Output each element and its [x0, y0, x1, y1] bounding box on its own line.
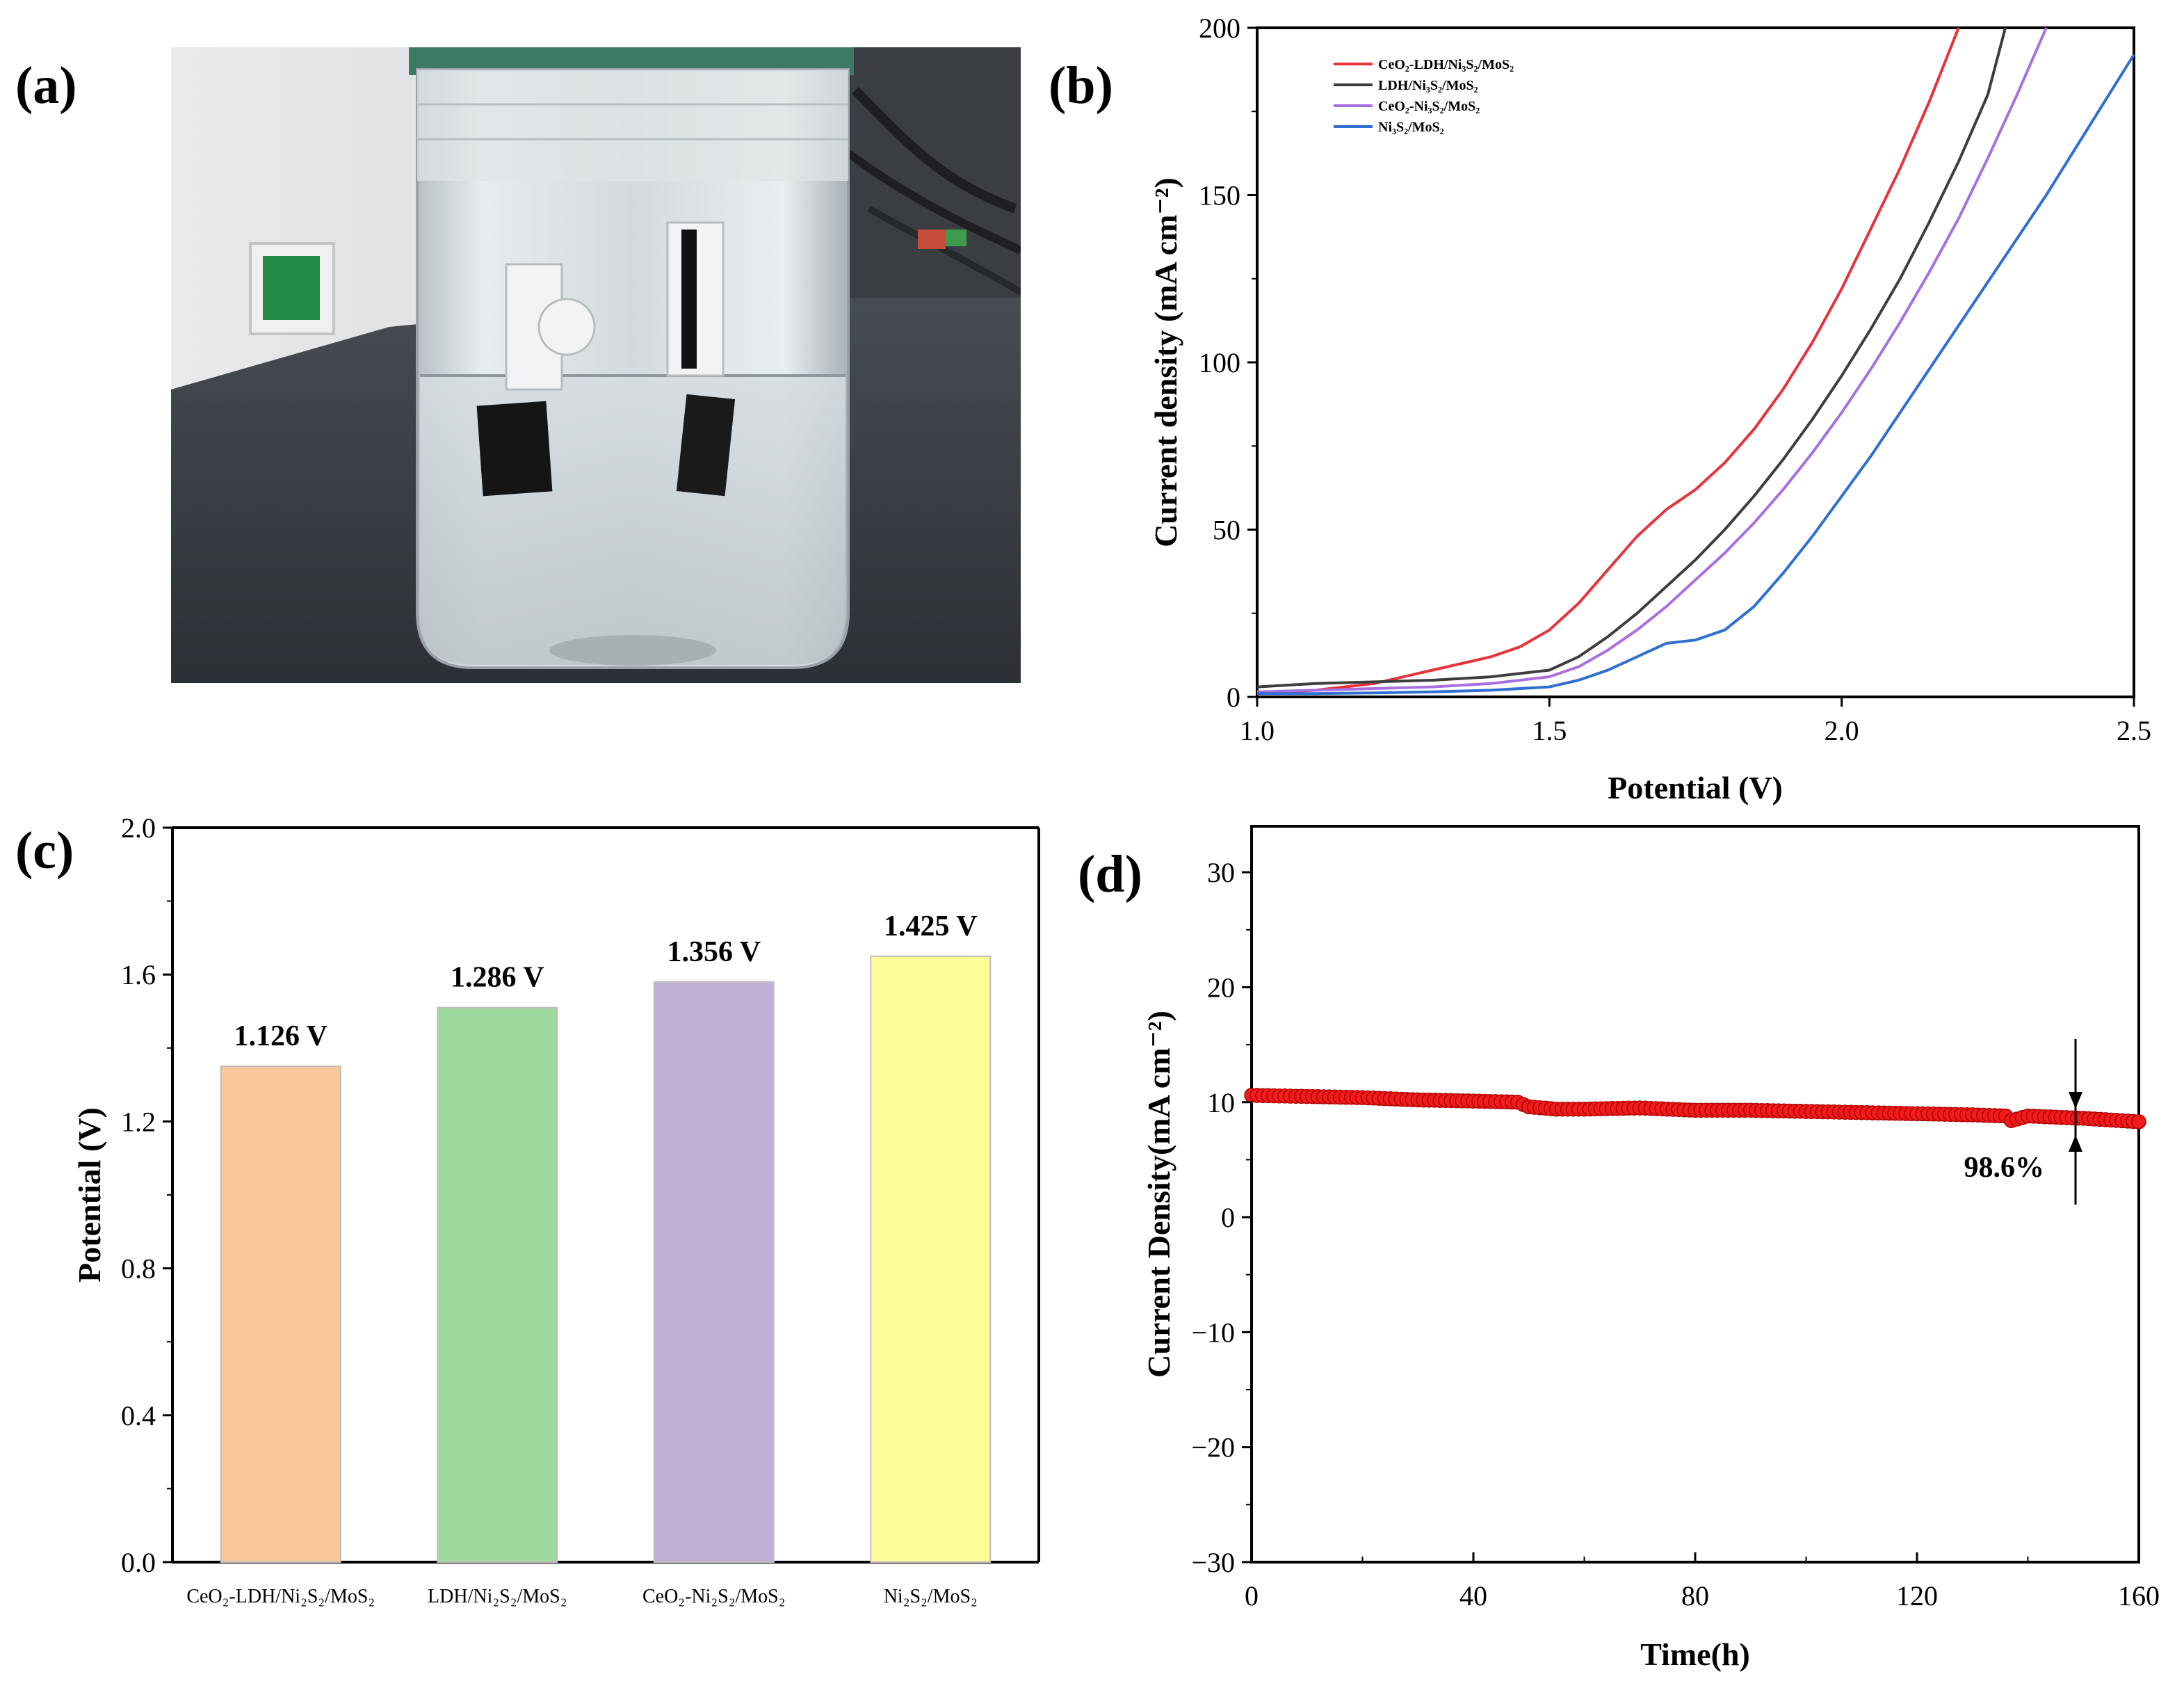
annotation-arrow-down-icon — [2069, 1092, 2082, 1109]
chart-d-ticks: 0 40 80 120 160 −30 −20 −10 0 10 20 30 — [1191, 857, 2160, 1611]
chart-d-ylabel: Current Density(mA cm⁻²) — [1141, 1011, 1176, 1378]
y-tick-label: −20 — [1191, 1432, 1235, 1463]
series-line-1 — [1256, 27, 2007, 689]
y-tick-label: 100 — [1199, 347, 1240, 378]
category-label-3: Ni₂S₂/MoS₂ — [884, 1586, 978, 1607]
panel-label-d: (d) — [1078, 845, 1142, 903]
bar-1 — [437, 1006, 558, 1563]
x-tick-label: 40 — [1459, 1580, 1487, 1611]
bar-data-label-0: 1.126 V — [234, 1020, 327, 1052]
chart-d-annotation: 98.6% — [1964, 1039, 2082, 1205]
legend-label-1: LDH/Ni₃S₂/MoS₂ — [1378, 78, 1478, 93]
y-tick-label: 0.4 — [121, 1400, 156, 1431]
legend-label-2: CeO₂-Ni₃S₂/MoS₂ — [1378, 99, 1480, 114]
chart-b-ticks: 1.0 1.5 2.0 2.5 0 50 100 150 200 — [1199, 13, 2151, 746]
y-tick-label: 0.8 — [121, 1253, 156, 1285]
bar-data-label-2: 1.356 V — [667, 936, 761, 968]
data-point — [2131, 1114, 2146, 1130]
y-tick-label: 2.0 — [121, 812, 156, 844]
y-tick-label: 1.2 — [121, 1106, 156, 1137]
legend-label-0: CeO₂-LDH/Ni₃S₂/MoS₂ — [1378, 57, 1514, 72]
chart-b: 1.0 1.5 2.0 2.5 0 50 100 150 200 CeO₂-LDH/Ni₃S₂/… — [1148, 13, 2151, 805]
y-tick-label: −10 — [1191, 1317, 1235, 1348]
chart-c-ylabel: Potential (V) — [72, 1107, 107, 1283]
chart-d: 0 40 80 120 160 −30 −20 −10 0 10 20 30 98.6% Time(h… — [1141, 825, 2160, 1672]
panel-label-b: (b) — [1049, 56, 1113, 115]
chart-b-legend: CeO₂-LDH/Ni₃S₂/MoS₂ LDH/Ni₃S₂/MoS₂ CeO₂-Ni… — [1334, 57, 1514, 135]
chart-b-xlabel: Potential (V) — [1608, 770, 1783, 805]
category-label-0: CeO₂-LDH/Ni₂S₂/MoS₂ — [186, 1586, 375, 1607]
chart-c-ticks: 0.0 0.4 0.8 1.2 1.6 2.0 — [121, 812, 172, 1578]
annotation-retention-text: 98.6% — [1964, 1152, 2045, 1184]
chart-b-ylabel: Current density (mA cm⁻²) — [1148, 177, 1183, 547]
y-tick-label: 200 — [1199, 13, 1240, 44]
bar-data-label-3: 1.425 V — [884, 910, 978, 942]
x-tick-label: 0 — [1245, 1580, 1259, 1611]
y-tick-label: 1.6 — [121, 959, 156, 990]
x-tick-label: 80 — [1681, 1580, 1709, 1611]
x-tick-label: 2.5 — [2117, 715, 2151, 746]
series-line-2 — [1256, 27, 2048, 693]
panel-label-c: (c) — [15, 821, 74, 880]
chart-c-bars: 1.126 V CeO₂-LDH/Ni₂S₂/MoS₂ 1.286 V LDH/Ni₂… — [186, 910, 992, 1607]
beaker-photo-icon — [171, 47, 1021, 683]
y-tick-label: 20 — [1207, 972, 1235, 1003]
chart-c: 1.126 V CeO₂-LDH/Ni₂S₂/MoS₂ 1.286 V LDH/Ni₂… — [72, 812, 1040, 1607]
chart-d-xlabel: Time(h) — [1640, 1637, 1750, 1672]
panel-label-a: (a) — [15, 56, 77, 115]
x-tick-label: 1.5 — [1532, 715, 1567, 746]
bar-2 — [653, 981, 775, 1563]
y-tick-label: 0 — [1227, 682, 1240, 713]
y-tick-label: −30 — [1191, 1547, 1235, 1578]
x-tick-label: 120 — [1896, 1580, 1938, 1611]
series-line-3 — [1257, 54, 2135, 696]
chart-d-plot-frame — [1250, 825, 2140, 1564]
y-tick-label: 30 — [1207, 857, 1235, 888]
x-tick-label: 160 — [2118, 1580, 2160, 1611]
y-tick-label: 0 — [1221, 1202, 1235, 1233]
category-label-1: LDH/Ni₂S₂/MoS₂ — [428, 1586, 567, 1607]
bar-0 — [220, 1066, 341, 1563]
legend-label-3: Ni₃S₂/MoS₂ — [1378, 120, 1444, 135]
y-tick-label: 10 — [1207, 1087, 1235, 1118]
x-tick-label: 2.0 — [1825, 715, 1859, 746]
category-label-2: CeO₂-Ni₂S₂/MoS₂ — [642, 1586, 786, 1607]
chart-d-points — [1244, 1088, 2146, 1130]
bar-data-label-1: 1.286 V — [451, 962, 544, 994]
chart-b-series-lines — [1256, 27, 2135, 696]
annotation-arrow-up-icon — [2069, 1135, 2082, 1152]
y-tick-label: 0.0 — [121, 1547, 156, 1578]
x-tick-label: 1.0 — [1240, 715, 1275, 746]
series-line-0 — [1256, 27, 1960, 696]
y-tick-label: 50 — [1213, 515, 1240, 546]
y-tick-label: 150 — [1199, 180, 1240, 211]
bar-3 — [870, 955, 992, 1564]
